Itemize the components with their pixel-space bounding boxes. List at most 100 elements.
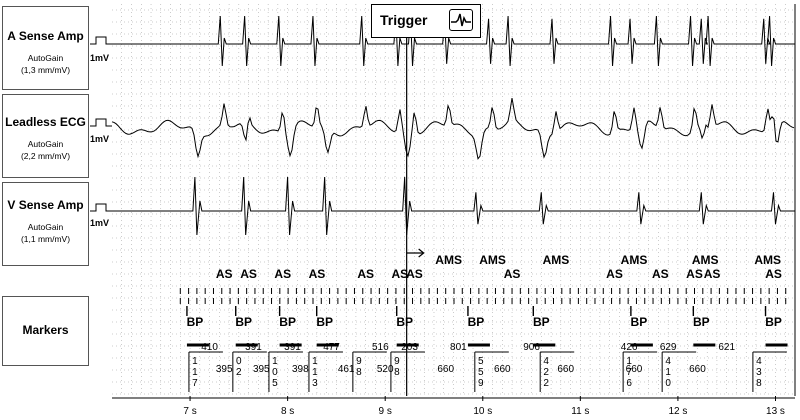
trace-leadless-ecg: [111, 98, 795, 160]
bp-marker: BP: [396, 315, 413, 329]
as-marker: AS: [309, 267, 326, 281]
bp-marker: BP: [765, 315, 782, 329]
trigger-box[interactable]: Trigger: [371, 4, 481, 38]
interval-value: 660: [626, 364, 643, 375]
channel-panel-v-sense: V Sense Amp AutoGain (1,1 mm/mV): [2, 182, 89, 266]
interval-value: 391: [245, 342, 262, 353]
interval-digit: 4: [756, 356, 762, 367]
as-marker: AS: [606, 267, 623, 281]
as-marker: AS: [652, 267, 669, 281]
as-marker: AS: [357, 267, 374, 281]
bp-marker: BP: [279, 315, 296, 329]
interval-value: 391: [284, 342, 301, 353]
interval-digit: 7: [626, 367, 632, 378]
interval-digit: 9: [478, 378, 484, 389]
as-marker: AS: [704, 267, 721, 281]
interval-value: 660: [494, 364, 511, 375]
time-tick-label: 11 s: [571, 406, 589, 417]
interval-value: 660: [437, 364, 454, 375]
interval-digit: 1: [626, 356, 632, 367]
channel-gain: (2,2 mm/mV): [20, 151, 71, 161]
interval-value: 477: [323, 342, 340, 353]
interval-digit: 1: [192, 356, 198, 367]
interval-digit: 1: [192, 367, 198, 378]
markers-title: Markers: [22, 323, 69, 337]
interval-digit: 0: [236, 356, 242, 367]
interval-digit: 8: [756, 378, 762, 389]
time-tick-label: 9 s: [379, 406, 392, 417]
waveform-icon[interactable]: [449, 9, 473, 31]
channel-title: V Sense Amp: [7, 198, 84, 212]
interval-digit: 9: [356, 356, 362, 367]
time-tick-label: 7 s: [183, 406, 196, 417]
interval-value: 621: [718, 342, 735, 353]
bp-marker: BP: [235, 315, 252, 329]
ams-marker: AMS: [435, 253, 462, 267]
interval-value: 410: [201, 342, 218, 353]
channel-gain-mode: AutoGain: [27, 139, 64, 149]
time-tick-label: 12 s: [668, 406, 687, 417]
channel-panel-a-sense: A Sense Amp AutoGain (1,3 mm/mV): [2, 6, 89, 90]
markers-panel: Markers: [2, 296, 89, 366]
as-marker: AS: [240, 267, 257, 281]
interval-digit: 5: [272, 378, 278, 389]
time-tick-label: 13 s: [766, 406, 785, 417]
bp-marker: BP: [693, 315, 710, 329]
channel-title: Leadless ECG: [5, 115, 86, 129]
channel-gain-mode: AutoGain: [27, 222, 64, 232]
as-marker: AS: [216, 267, 233, 281]
channel-gain: (1,1 mm/mV): [20, 234, 71, 244]
interval-digit: 3: [756, 367, 762, 378]
bp-marker: BP: [316, 315, 333, 329]
ams-marker: AMS: [543, 253, 570, 267]
interval-digit: 1: [312, 356, 318, 367]
interval-value: 520: [377, 364, 394, 375]
interval-digit: 6: [626, 378, 632, 389]
as-marker: AS: [765, 267, 782, 281]
interval-digit: 4: [543, 356, 549, 367]
interval-digit: 4: [665, 356, 671, 367]
interval-value: 461: [338, 364, 355, 375]
interval-digit: 5: [478, 356, 484, 367]
bp-marker: BP: [533, 315, 550, 329]
interval-digit: 7: [192, 378, 198, 389]
ams-marker: AMS: [754, 253, 781, 267]
bp-marker: BP: [468, 315, 485, 329]
interval-value: 906: [523, 342, 540, 353]
as-marker: AS: [391, 267, 408, 281]
channel-title: A Sense Amp: [7, 29, 84, 43]
interval-digit: 2: [236, 367, 242, 378]
time-tick-label: 8 s: [281, 406, 294, 417]
channel-panel-leadless-ecg: Leadless ECG AutoGain (2,2 mm/mV): [2, 94, 89, 178]
as-marker: AS: [504, 267, 521, 281]
calibration-label: 1mV: [90, 218, 110, 228]
interval-digit: 3: [312, 378, 318, 389]
interval-value: 629: [660, 342, 677, 353]
as-marker: AS: [274, 267, 291, 281]
calibration-label: 1mV: [90, 134, 110, 144]
interval-digit: 8: [356, 367, 362, 378]
interval-digit: 9: [394, 356, 400, 367]
interval-digit: 0: [665, 378, 671, 389]
interval-digit: 1: [665, 367, 671, 378]
interval-digit: 1: [272, 356, 278, 367]
interval-digit: 8: [394, 367, 400, 378]
interval-value: 203: [401, 342, 418, 353]
interval-value: 660: [557, 364, 574, 375]
trigger-arrowhead: [418, 248, 425, 258]
trace-a-sense: [112, 15, 795, 67]
interval-value: 801: [450, 342, 467, 353]
calibration-label: 1mV: [90, 53, 110, 63]
calibration-pulse: [90, 203, 112, 212]
interval-value: 395: [216, 364, 233, 375]
ams-marker: AMS: [621, 253, 648, 267]
calibration-pulse: [90, 118, 112, 127]
as-marker: AS: [686, 267, 703, 281]
interval-digit: 2: [543, 378, 549, 389]
bp-marker: BP: [631, 315, 648, 329]
interval-digit: 0: [272, 367, 278, 378]
time-tick-label: 10 s: [473, 406, 492, 417]
as-marker: AS: [406, 267, 423, 281]
channel-gain: (1,3 mm/mV): [20, 65, 71, 75]
